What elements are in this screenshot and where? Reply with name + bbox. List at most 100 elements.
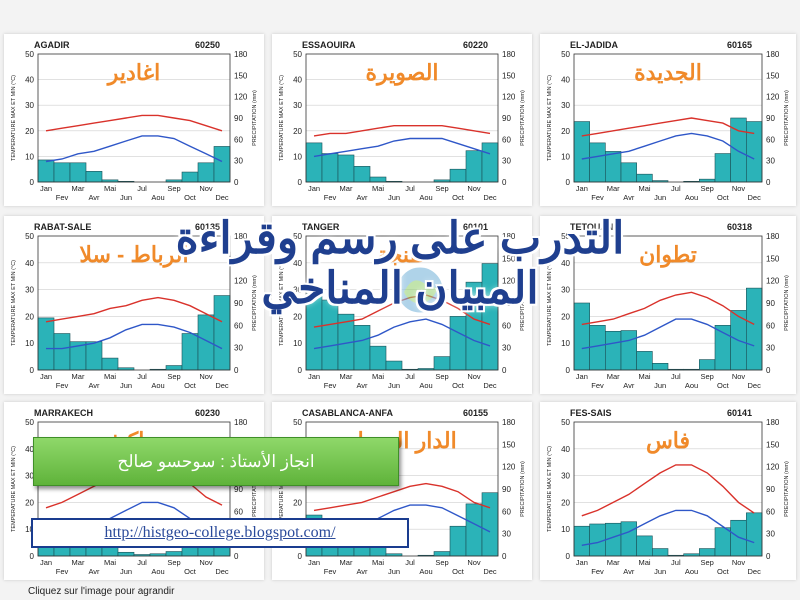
month-label: Fev	[56, 381, 69, 390]
month-label: Dec	[747, 193, 761, 202]
month-label: Aou	[151, 193, 164, 202]
month-label: Jul	[137, 184, 147, 193]
month-label: Fev	[591, 567, 604, 576]
precip-axis-label: PRECIPITATION (mm)	[252, 90, 258, 146]
precip-bar	[369, 345, 387, 371]
month-label: Aou	[419, 381, 432, 390]
precip-bar	[699, 178, 716, 183]
precip-bar	[652, 363, 669, 371]
precip-bar	[481, 492, 499, 557]
temp-tick-label: 50	[561, 232, 570, 241]
month-label: Avr	[356, 567, 368, 576]
temp-max-line	[45, 296, 223, 323]
month-label: Nov	[199, 184, 213, 193]
month-label: Mai	[638, 558, 650, 567]
temp-tick-label: 50	[561, 418, 570, 427]
temp-max-line	[313, 124, 491, 137]
temp-axis-label: TEMPERATURE MAX ET MIN (°C)	[279, 260, 285, 346]
precip-axis-label: PRECIPITATION (mm)	[520, 461, 526, 517]
climate-chart-svg: AGADIR 60250 0 10 20 30 40 50 0 30 60 90 120 150 180 Ja…	[11, 40, 258, 202]
precip-tick-label: 180	[234, 418, 248, 427]
author-banner: انجاز الأستاذ : سوحسو صالح	[33, 437, 399, 486]
temp-tick-label: 40	[25, 445, 34, 454]
precip-tick-label: 150	[234, 254, 248, 263]
month-label: Jan	[576, 558, 588, 567]
precip-tick-label: 30	[502, 344, 511, 353]
climate-panel-el-jadida[interactable]: EL-JADIDA 60165 0 10 20 30 40 50 0 30 60 90 120 150 18…	[540, 34, 796, 206]
precip-tick-label: 150	[766, 254, 780, 263]
temp-tick-label: 10	[25, 339, 34, 348]
station-code: 60135	[195, 222, 220, 232]
arabic-city-name: فاس	[646, 428, 690, 454]
plot-frame	[37, 53, 231, 183]
month-label: Avr	[623, 567, 635, 576]
month-label: Fev	[324, 567, 337, 576]
month-label: Sep	[167, 372, 180, 381]
month-label: Mai	[372, 184, 384, 193]
precip-bar	[636, 351, 653, 371]
precip-bar	[730, 519, 747, 557]
precip-bar	[197, 162, 215, 183]
station-name: EL-JADIDA	[570, 40, 619, 50]
climate-panel-essaouira[interactable]: ESSAOUIRA 60220 0 10 20 30 40 50 0 30 60 90 120 150 18…	[272, 34, 532, 206]
temp-tick-label: 0	[30, 552, 35, 561]
station-name: RABAT-SALE	[34, 222, 91, 232]
precip-tick-label: 180	[766, 50, 780, 59]
month-label: Oct	[184, 381, 197, 390]
climate-chart-svg: TETOUAN 60318 0 10 20 30 40 50 0 30 60 90 120 150 180 J…	[547, 222, 790, 390]
temp-tick-label: 50	[293, 418, 302, 427]
enlarge-caption[interactable]: Cliquez sur l'image pour agrandir	[28, 586, 175, 597]
precip-axis-label: PRECIPITATION (mm)	[784, 275, 790, 331]
climate-panel-agadir[interactable]: AGADIR 60250 0 10 20 30 40 50 0 30 60 90 120 150 180 Ja…	[4, 34, 264, 206]
month-label: Jul	[405, 184, 415, 193]
climate-panel-casablanca-anfa[interactable]: CASABLANCA-ANFA6015501020304050030609012…	[272, 402, 532, 580]
month-label: Oct	[452, 381, 465, 390]
precip-bar	[589, 325, 606, 371]
climate-panel-marrakech[interactable]: MARRAKECH6023001020304050030609012015018…	[4, 402, 264, 580]
station-code: 60155	[463, 408, 488, 418]
station-name: MARRAKECH	[34, 408, 93, 418]
plot-frame	[37, 235, 231, 371]
month-label: Mai	[372, 372, 384, 381]
precip-bar	[353, 166, 371, 183]
month-label: Aou	[151, 567, 164, 576]
temp-min-line	[581, 318, 755, 350]
station-name: ESSAOUIRA	[302, 40, 356, 50]
blog-url-link[interactable]: http://histgeo-college.blogspot.com/	[31, 518, 409, 548]
month-label: Jun	[388, 567, 400, 576]
climate-panel-tetouan[interactable]: TETOUAN 60318 0 10 20 30 40 50 0 30 60 90 120 150 180 J…	[540, 216, 796, 394]
precip-tick-label: 0	[502, 552, 507, 561]
temp-tick-label: 40	[25, 76, 34, 85]
plot-frame	[573, 53, 763, 183]
month-label: Jun	[120, 567, 132, 576]
temp-tick-label: 20	[293, 312, 302, 321]
month-label: Mai	[104, 184, 116, 193]
station-code: 60141	[727, 408, 752, 418]
precip-axis-label: PRECIPITATION (mm)	[784, 90, 790, 146]
month-label: Sep	[435, 184, 448, 193]
month-label: Aou	[151, 381, 164, 390]
climate-chart-svg: CASABLANCA-ANFA6015501020304050030609012…	[279, 408, 526, 576]
month-label: Jul	[137, 558, 147, 567]
temp-tick-label: 10	[25, 525, 34, 534]
precip-tick-label: 30	[766, 157, 775, 166]
month-label: Sep	[167, 184, 180, 193]
temp-tick-label: 40	[293, 76, 302, 85]
precip-tick-label: 180	[502, 50, 516, 59]
precip-bar	[573, 525, 590, 557]
month-label: Mai	[372, 558, 384, 567]
month-label: Nov	[199, 558, 213, 567]
month-label: Nov	[732, 558, 746, 567]
month-label: Sep	[700, 558, 713, 567]
month-label: Jan	[308, 558, 320, 567]
precip-bar	[433, 551, 451, 557]
climate-panel-rabat-sale[interactable]: RABAT-SALE 60135 0 10 20 30 40 50 0 30 60 90 120 150 1…	[4, 216, 264, 394]
precip-bar	[53, 333, 71, 371]
temp-min-line	[581, 132, 755, 160]
month-label: Avr	[356, 193, 368, 202]
station-code: 60318	[727, 222, 752, 232]
precip-tick-label: 120	[502, 93, 516, 102]
month-label: Mar	[340, 184, 353, 193]
arabic-city-name: اغادير	[106, 60, 160, 86]
climate-panel-fes-sais[interactable]: FES-SAIS 60141 0 10 20 30 40 50 0 30 60 90 120 150 180…	[540, 402, 796, 580]
